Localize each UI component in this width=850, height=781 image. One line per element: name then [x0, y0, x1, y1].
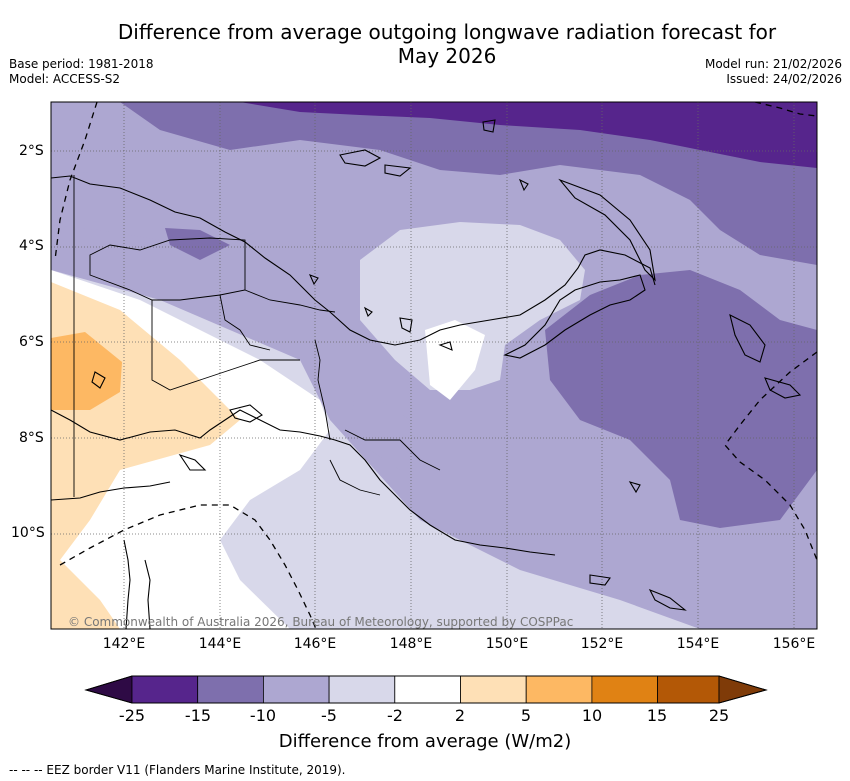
- lat-label: 8°S: [19, 430, 44, 446]
- field-5-to-10: [51, 332, 122, 410]
- colorbar-label: 15: [646, 706, 668, 725]
- lat-label: 4°S: [19, 238, 44, 254]
- lon-label: 154°E: [676, 636, 720, 652]
- colorbar-label: -15: [184, 706, 212, 725]
- lat-label: 10°S: [11, 525, 45, 541]
- colorbar-bin-6: [460, 675, 527, 704]
- field-minus15-patch-west: [165, 228, 230, 260]
- model-name: Model: ACCESS-S2: [9, 72, 121, 86]
- lon-label: 150°E: [485, 636, 529, 652]
- colorbar-label: 2: [454, 706, 466, 725]
- colorbar-label: 5: [520, 706, 532, 725]
- lat-label: 6°S: [19, 334, 44, 350]
- lat-label: 2°S: [19, 143, 44, 159]
- base-period: Base period: 1981-2018: [9, 57, 154, 71]
- colorbar-bin-1: [131, 675, 199, 704]
- colorbar-bin-7: [525, 675, 593, 704]
- map-frame: [50, 101, 818, 630]
- colorbar-bin-2: [197, 675, 264, 704]
- field-minus5-central: [360, 222, 585, 390]
- colorbar-label: -25: [118, 706, 146, 725]
- colorbar-extend-high: [718, 675, 768, 704]
- colorbar-bin-3: [262, 675, 330, 704]
- field-minus15-east: [545, 270, 817, 528]
- colorbar-label: 10: [581, 706, 603, 725]
- colorbar-label: 25: [708, 706, 730, 725]
- lon-label: 144°E: [198, 636, 242, 652]
- title-line-1: Difference from average outgoing longwav…: [117, 20, 777, 44]
- model-run: Model run: 21/02/2026: [704, 57, 842, 71]
- colorbar-bin-9: [657, 675, 720, 704]
- meta-left: Base period: 1981-2018 Model: ACCESS-S2: [9, 57, 154, 87]
- lon-label: 148°E: [389, 636, 433, 652]
- eez-footnote: -- -- -- EEZ border V11 (Flanders Marine…: [9, 763, 346, 777]
- colorbar-bin-8: [591, 675, 659, 704]
- colorbar-extend-low: [84, 675, 133, 704]
- field-neutral-central: [425, 320, 485, 400]
- eez-borders: [54, 102, 817, 629]
- colorbar-label: -5: [321, 706, 337, 725]
- map-panel: © Commonwealth of Australia 2026, Bureau…: [51, 102, 817, 629]
- title-line-2: May 2026: [397, 44, 497, 68]
- field-minus15-to-minus10-north: [51, 102, 817, 265]
- meta-right: Model run: 21/02/2026 Issued: 24/02/2026: [705, 57, 842, 87]
- chart-title: Difference from average outgoing longwav…: [0, 20, 850, 68]
- colorbar-title: Difference from average (W/m2): [278, 731, 572, 752]
- colorbar: [84, 675, 768, 704]
- colorbar-label: -10: [249, 706, 277, 725]
- field-minus10-central-south: [352, 385, 420, 470]
- field-minus25-to-minus15: [240, 102, 817, 168]
- colorbar-bin-5: [394, 675, 461, 704]
- coastlines: [51, 119, 802, 629]
- copyright-text: © Commonwealth of Australia 2026, Bureau…: [68, 615, 573, 629]
- colorbar-bin-4: [328, 675, 396, 704]
- lon-label: 156°E: [772, 636, 816, 652]
- issued-date: Issued: 24/02/2026: [726, 72, 842, 86]
- lon-label: 152°E: [580, 636, 624, 652]
- admin-borders: [73, 175, 441, 497]
- lon-label: 142°E: [102, 636, 146, 652]
- field-minus10-northwest: [51, 170, 260, 250]
- lon-label: 146°E: [293, 636, 337, 652]
- colorbar-label: -2: [387, 706, 403, 725]
